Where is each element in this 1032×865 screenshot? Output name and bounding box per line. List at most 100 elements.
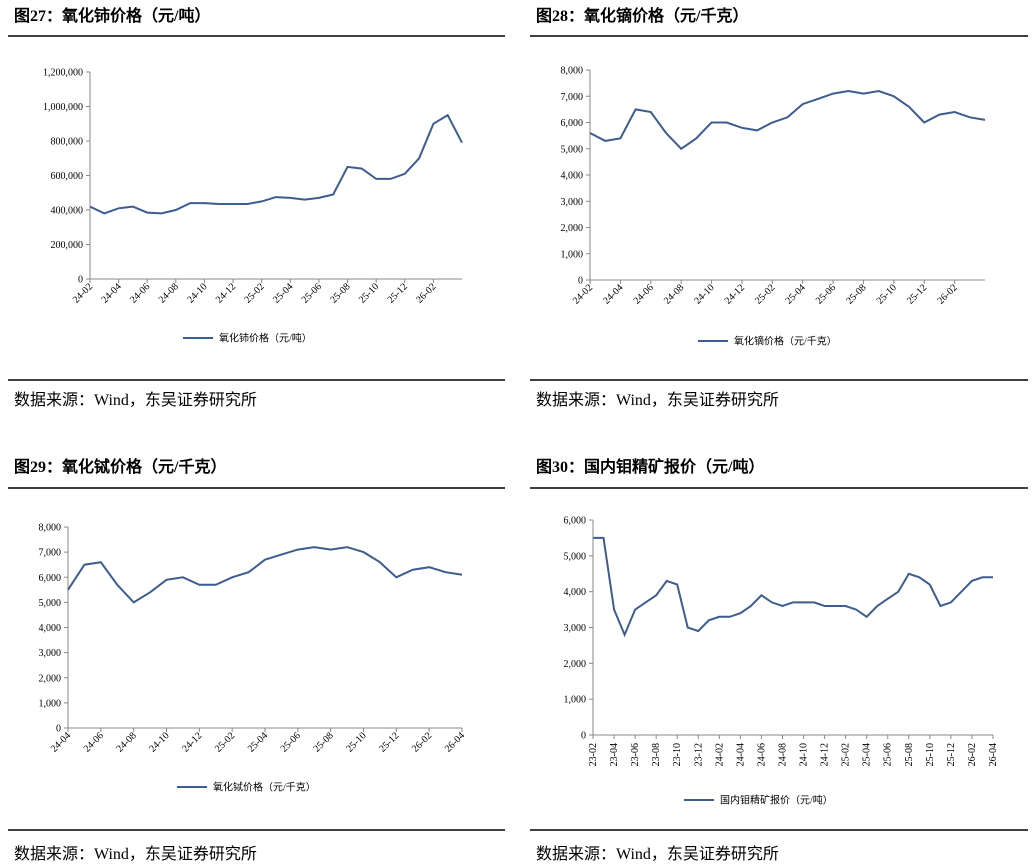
series-line [67,546,463,604]
x-tick-label: 25-04 [784,282,808,306]
x-tick-label: 24-12 [820,743,831,766]
x-tick-label: 24-04 [601,282,625,306]
source-note: 数据来源：Wind，东吴证券研究所 [536,391,779,409]
y-tick-label: 2,000 [564,659,587,670]
x-tick-label: 25-02 [753,282,777,306]
chart-title: 图27：氧化铈价格（元/吨） [14,6,210,25]
x-tick-label: 25-12 [377,730,401,754]
x-tick-label: 23-10 [672,743,683,766]
x-tick-label: 24-08 [115,730,139,754]
y-tick-label: 5,000 [561,144,584,155]
x-tick-label: 24-10 [185,281,209,305]
y-tick-label: 5,000 [564,551,587,562]
x-tick-label: 24-10 [692,282,716,306]
x-tick-label: 23-02 [588,743,599,766]
x-tick-label: 24-06 [632,282,656,306]
x-tick-label: 24-08 [777,743,788,766]
y-tick-label: 7,000 [39,548,62,559]
x-tick-label: 23-06 [630,743,641,766]
x-tick-label: 26-02 [967,743,978,766]
y-tick-label: 2,000 [561,223,584,234]
x-tick-label: 23-08 [651,743,662,766]
x-tick-label: 26-04 [443,730,467,754]
x-tick-label: 25-02 [213,730,237,754]
x-tick-label: 24-12 [180,730,204,754]
x-tick-label: 24-06 [82,730,106,754]
y-tick-label: 5,000 [39,598,62,609]
y-tick-label: 4,000 [39,623,62,634]
x-tick-label: 25-08 [904,743,915,766]
x-tick-label: 25-04 [271,281,295,305]
y-tick-label: 3,000 [561,197,584,208]
x-tick-label: 25-10 [875,282,899,306]
chart-title: 图28：氧化镝价格（元/千克） [536,6,748,25]
x-tick-label: 24-08 [157,281,181,305]
x-tick-label: 24-02 [71,281,95,305]
y-tick-label: 1,000 [564,695,587,706]
x-tick-label: 25-08 [844,282,868,306]
y-tick-label: 600,000 [51,171,84,182]
x-tick-label: 23-12 [693,743,704,766]
x-tick-label: 25-12 [386,281,410,305]
source-note: 数据来源：Wind，东吴证券研究所 [14,845,257,863]
x-tick-label: 25-06 [300,281,324,305]
x-tick-label: 25-12 [946,743,957,766]
x-tick-label: 26-02 [935,282,959,306]
y-tick-label: 200,000 [51,240,84,251]
x-tick-label: 24-02 [571,282,595,306]
x-tick-label: 24-10 [799,743,810,766]
legend-label: 氧化镝价格（元/千克） [734,335,837,348]
series-line [593,536,993,638]
x-tick-label: 24-06 [756,743,767,766]
x-tick-label: 25-08 [312,730,336,754]
chart-title: 图30：国内钼精矿报价（元/吨） [536,457,764,476]
y-tick-label: 1,000,000 [43,102,83,113]
x-tick-label: 25-08 [328,281,352,305]
y-tick-label: 8,000 [39,523,62,534]
x-tick-label: 24-04 [735,743,746,766]
y-tick-label: 2,000 [39,673,62,684]
x-tick-label: 25-10 [357,281,381,305]
y-tick-label: 1,000 [39,698,62,709]
y-tick-label: 0 [578,276,583,287]
y-tick-label: 1,200,000 [43,68,83,79]
x-tick-label: 25-02 [243,281,267,305]
x-tick-label: 24-12 [723,282,747,306]
x-tick-label: 24-12 [214,281,238,305]
x-tick-label: 25-10 [344,730,368,754]
y-tick-label: 7,000 [561,92,584,103]
x-tick-label: 25-04 [246,730,270,754]
x-tick-label: 25-10 [925,743,936,766]
y-tick-label: 6,000 [39,573,62,584]
x-tick-label: 24-08 [662,282,686,306]
y-tick-label: 800,000 [51,137,84,148]
source-note: 数据来源：Wind，东吴证券研究所 [536,845,779,863]
x-tick-label: 24-04 [99,281,123,305]
x-tick-label: 24-06 [128,281,152,305]
x-tick-label: 25-06 [814,282,838,306]
y-tick-label: 400,000 [51,206,84,217]
y-tick-label: 6,000 [564,516,587,527]
x-tick-label: 25-06 [883,743,894,766]
legend-label: 国内钼精矿报价（元/吨） [720,794,833,807]
y-tick-label: 0 [581,731,586,742]
x-tick-label: 24-02 [714,743,725,766]
x-tick-label: 25-12 [905,282,929,306]
x-tick-label: 25-06 [279,730,303,754]
chart-title: 图29：氧化铽价格（元/千克） [14,457,226,476]
series-line [589,89,986,151]
series-line [89,113,463,215]
y-tick-label: 8,000 [561,66,584,77]
y-tick-label: 4,000 [564,587,587,598]
y-tick-label: 3,000 [39,648,62,659]
x-tick-label: 24-04 [49,730,73,754]
y-tick-label: 0 [56,724,61,735]
x-tick-label: 26-02 [410,730,434,754]
y-tick-label: 1,000 [561,249,584,260]
x-tick-label: 25-02 [841,743,852,766]
x-tick-label: 26-02 [414,281,438,305]
y-tick-label: 0 [78,275,83,286]
legend-label: 氧化铈价格（元/吨） [219,332,312,345]
y-tick-label: 4,000 [561,171,584,182]
